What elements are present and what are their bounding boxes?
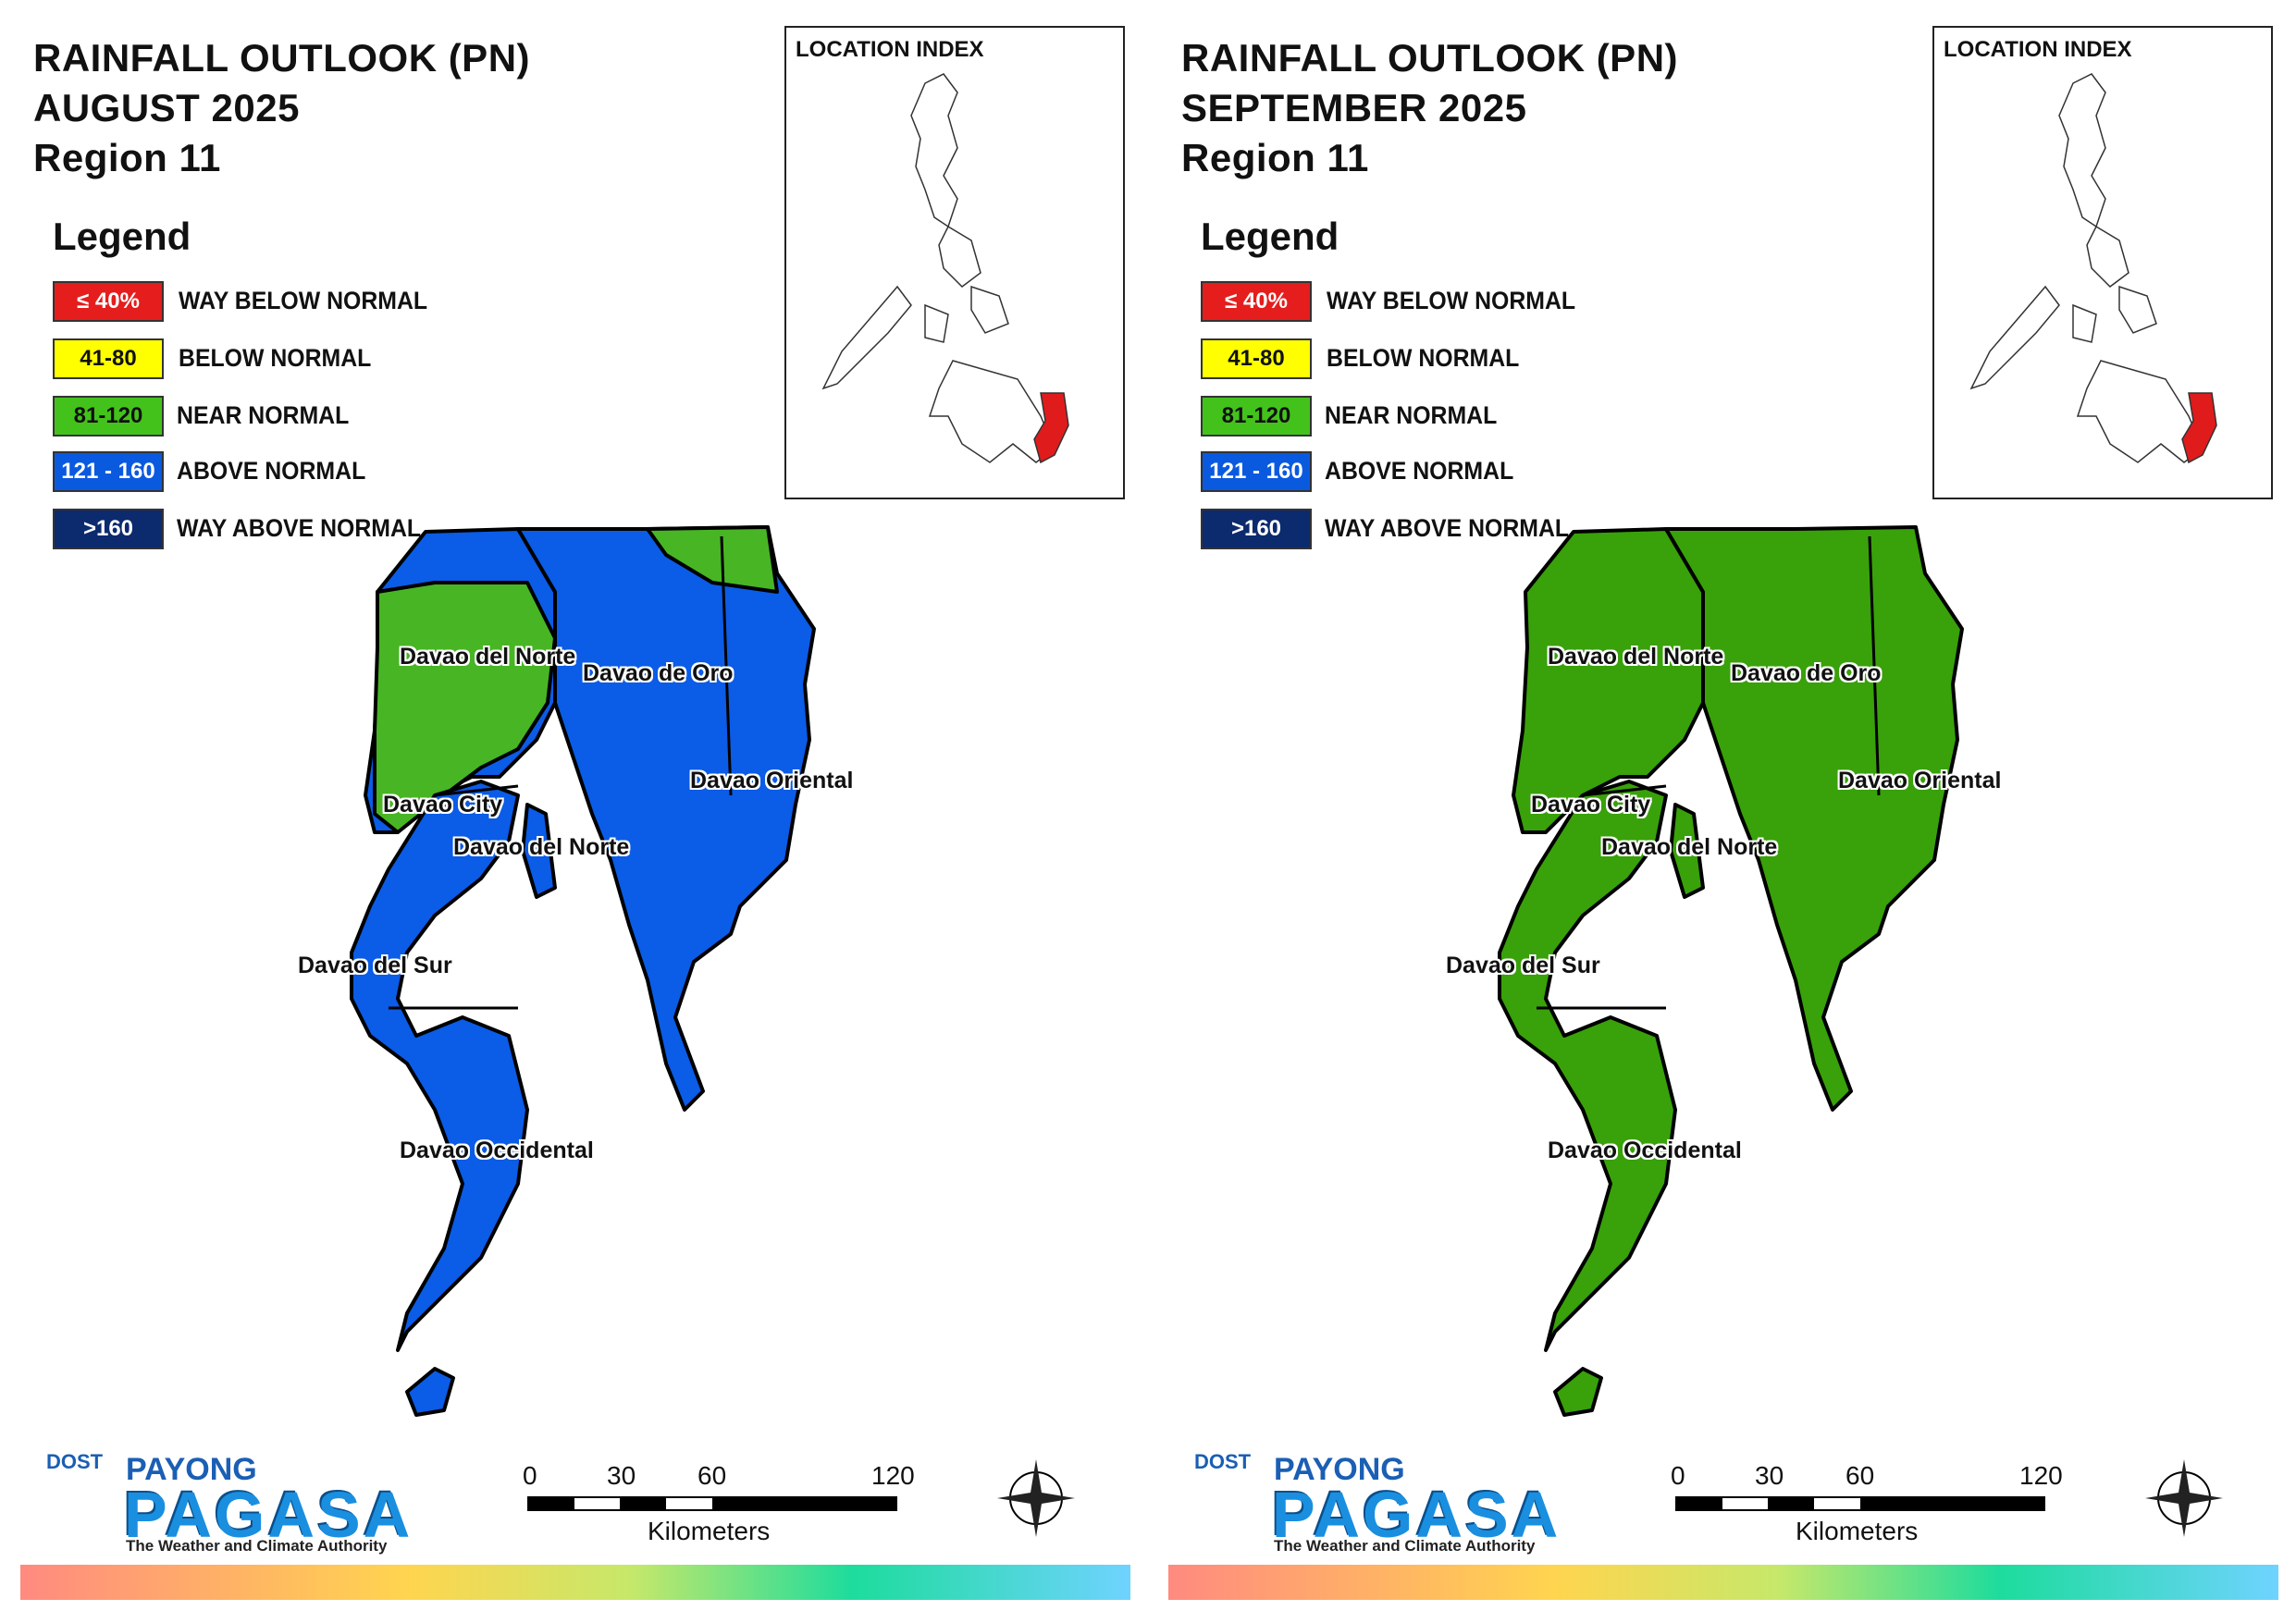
label-davao-del-norte-2: Davao del Norte (453, 834, 630, 860)
title-line-3: Region 11 (1181, 136, 1369, 179)
legend-item-near: 81-120 NEAR NORMAL (1201, 396, 1626, 438)
label-davao-oriental: Davao Oriental (690, 768, 854, 793)
label-davao-occidental: Davao Occidental (400, 1137, 594, 1163)
location-index-title: LOCATION INDEX (796, 37, 984, 62)
label-davao-de-oro: Davao de Oro (1731, 660, 1882, 686)
label-davao-city: Davao City (383, 792, 503, 818)
legend-label: NEAR NORMAL (177, 401, 350, 429)
legend-item-way-above: >160 WAY ABOVE NORMAL (1201, 509, 1626, 551)
island-samal (521, 803, 557, 899)
legend-label: NEAR NORMAL (1325, 401, 1498, 429)
logo-tagline: The Weather and Climate Authority (1274, 1537, 1536, 1555)
compass-rose (2129, 1441, 2240, 1556)
legend-swatch: 121 - 160 (1201, 451, 1312, 492)
legend-swatch: 121 - 160 (53, 451, 164, 492)
logo-pagasa: PAGASA (124, 1479, 414, 1551)
legend-swatch: 41-80 (53, 338, 164, 379)
legend-swatch: 41-80 (1201, 338, 1312, 379)
legend-swatch: 81-120 (1201, 396, 1312, 436)
legend-item-above: 121 - 160 ABOVE NORMAL (53, 451, 478, 494)
legend-label: ABOVE NORMAL (177, 457, 366, 485)
legend-title: Legend (1201, 215, 1339, 258)
region-northeast-green (646, 525, 779, 594)
compass-rose (981, 1441, 1092, 1556)
footer-gradient (20, 1565, 1130, 1600)
scale-tick-120: 120 (871, 1461, 915, 1490)
scale-bar (1675, 1496, 2045, 1511)
scale-tick-60: 60 (1845, 1461, 1875, 1490)
legend-label: WAY BELOW NORMAL (1327, 287, 1576, 314)
logo-payong: PAYONG (126, 1452, 257, 1487)
logo-pagasa: PAGASA (1272, 1479, 1562, 1551)
label-davao-del-sur: Davao del Sur (298, 953, 452, 978)
region-south (1498, 780, 1677, 1352)
label-davao-de-oro: Davao de Oro (583, 660, 734, 686)
map-title: RAINFALL OUTLOOK (PN) AUGUST 2025 Region… (33, 33, 530, 183)
label-davao-del-norte: Davao del Norte (400, 644, 576, 670)
title-line-3: Region 11 (33, 136, 221, 179)
legend-item-below: 41-80 BELOW NORMAL (53, 338, 478, 381)
legend-item-below: 41-80 BELOW NORMAL (1201, 338, 1626, 381)
scale-tick-0: 0 (523, 1461, 537, 1490)
scale-tick-30: 30 (607, 1461, 636, 1490)
location-index: LOCATION INDEX (784, 26, 1125, 499)
region-south (350, 780, 529, 1352)
logo-dost: DOST (1194, 1450, 1252, 1473)
label-davao-oriental: Davao Oriental (1838, 768, 2002, 793)
legend-item-way-below: ≤ 40% WAY BELOW NORMAL (1201, 281, 1626, 324)
location-index-title: LOCATION INDEX (1944, 37, 2132, 62)
island-south (405, 1367, 455, 1417)
scale-tick-120: 120 (2019, 1461, 2063, 1490)
region-map (1498, 525, 1964, 1417)
august-panel: RAINFALL OUTLOOK (PN) AUGUST 2025 Region… (20, 26, 1130, 1600)
location-index: LOCATION INDEX (1932, 26, 2273, 499)
legend-swatch: >160 (1201, 509, 1312, 549)
title-line-2: SEPTEMBER 2025 (1181, 86, 1527, 129)
legend-item-way-above: >160 WAY ABOVE NORMAL (53, 509, 478, 551)
legend-label: WAY BELOW NORMAL (179, 287, 428, 314)
legend-label: BELOW NORMAL (179, 344, 372, 372)
logo-dost: DOST (46, 1450, 104, 1473)
region-east (1664, 525, 1964, 1112)
legend-label: BELOW NORMAL (1327, 344, 1520, 372)
region-map (350, 525, 816, 1417)
logo-payong: PAYONG (1274, 1452, 1405, 1487)
label-davao-del-norte: Davao del Norte (1548, 644, 1724, 670)
region-east (516, 525, 816, 1112)
legend-title: Legend (53, 215, 191, 258)
scale-unit: Kilometers (1796, 1517, 1919, 1545)
legend-swatch: ≤ 40% (1201, 281, 1312, 322)
scale-unit: Kilometers (648, 1517, 771, 1545)
legend-label: WAY ABOVE NORMAL (1325, 514, 1570, 542)
title-line-1: RAINFALL OUTLOOK (PN) (1181, 36, 1679, 80)
scale-tick-60: 60 (697, 1461, 727, 1490)
scale-tick-30: 30 (1755, 1461, 1784, 1490)
map-title: RAINFALL OUTLOOK (PN) SEPTEMBER 2025 Reg… (1181, 33, 1678, 183)
philippines-index-map (821, 73, 1069, 464)
label-davao-city: Davao City (1531, 792, 1651, 818)
legend-item-way-below: ≤ 40% WAY BELOW NORMAL (53, 281, 478, 324)
legend-label: ABOVE NORMAL (1325, 457, 1514, 485)
island-south (1553, 1367, 1603, 1417)
island-samal (1669, 803, 1705, 899)
scale-tick-0: 0 (1671, 1461, 1685, 1490)
label-davao-del-norte-2: Davao del Norte (1601, 834, 1778, 860)
legend-item-near: 81-120 NEAR NORMAL (53, 396, 478, 438)
title-line-1: RAINFALL OUTLOOK (PN) (33, 36, 531, 80)
scale-bar (527, 1496, 897, 1511)
title-line-2: AUGUST 2025 (33, 86, 300, 129)
legend-swatch: 81-120 (53, 396, 164, 436)
logo-tagline: The Weather and Climate Authority (126, 1537, 388, 1555)
legend-label: WAY ABOVE NORMAL (177, 514, 422, 542)
footer-gradient (1168, 1565, 2278, 1600)
september-panel: RAINFALL OUTLOOK (PN) SEPTEMBER 2025 Reg… (1148, 0, 2296, 1623)
label-davao-del-sur: Davao del Sur (1446, 953, 1600, 978)
label-davao-occidental: Davao Occidental (1548, 1137, 1742, 1163)
philippines-index-map (1969, 73, 2217, 464)
legend-item-above: 121 - 160 ABOVE NORMAL (1201, 451, 1626, 494)
legend-swatch: ≤ 40% (53, 281, 164, 322)
legend-swatch: >160 (53, 509, 164, 549)
